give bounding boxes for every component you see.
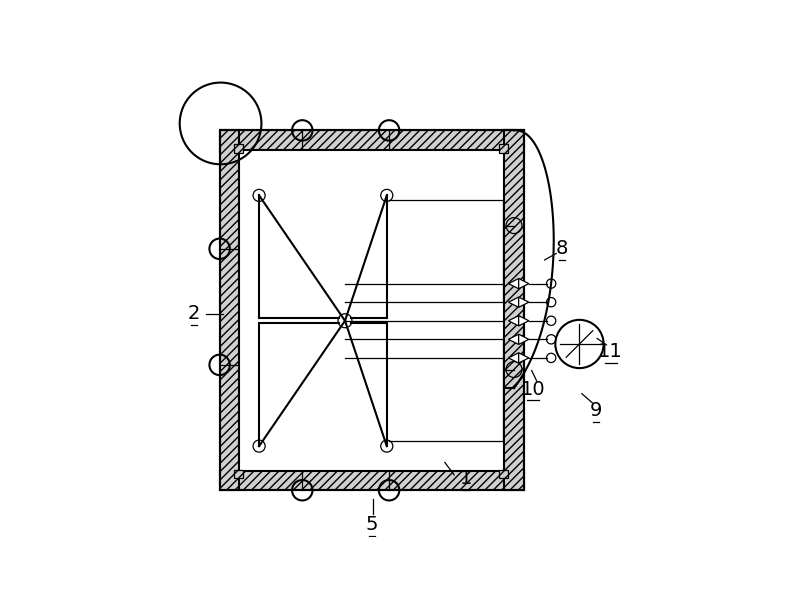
Polygon shape [509,297,518,308]
Text: 11: 11 [598,343,623,361]
Bar [234,470,243,478]
Polygon shape [518,297,529,308]
Polygon shape [518,279,529,289]
Text: 9: 9 [590,401,602,420]
Bar [499,470,507,478]
Bar [220,130,239,490]
Bar [220,130,524,490]
Polygon shape [509,334,518,344]
Polygon shape [518,315,529,326]
Polygon shape [509,279,518,289]
Bar [234,144,243,153]
Text: 10: 10 [521,379,546,399]
Bar [239,150,504,471]
Text: 5: 5 [366,515,378,534]
Polygon shape [518,353,529,363]
Bar [504,130,524,490]
Bar [220,130,524,150]
Text: 1: 1 [459,469,472,488]
Polygon shape [518,334,529,344]
Polygon shape [509,315,518,326]
Bar [220,471,524,490]
Text: 2: 2 [188,305,200,323]
Polygon shape [509,353,518,363]
Bar [499,144,507,153]
Text: 8: 8 [556,239,569,258]
